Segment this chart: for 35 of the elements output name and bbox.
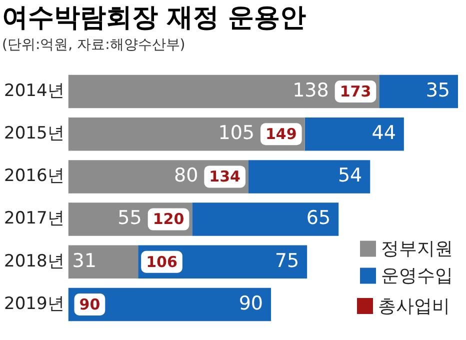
bar [379, 74, 458, 108]
data-label: 55 [118, 207, 142, 230]
total-label: 90 [238, 292, 264, 314]
data-label: 44 [372, 122, 396, 144]
bar [68, 288, 272, 322]
chart-subtitle: (단위:억원, 자료:해양수산부) [1, 36, 186, 55]
y-tick-label: 2015년 [4, 124, 64, 144]
data-label: 31 [72, 250, 96, 272]
data-label: 75 [274, 250, 300, 272]
bar [68, 74, 380, 108]
bar [192, 202, 339, 236]
bar [248, 160, 370, 194]
data-label: 105 [218, 122, 254, 144]
total-label: 134 [209, 168, 240, 186]
data-label: 138 [292, 79, 329, 102]
data-label: 35 [426, 79, 450, 102]
y-tick-label: 2018년 [4, 251, 64, 272]
data-label: 80 [174, 164, 198, 187]
legend-label: 정부지원 [381, 238, 453, 260]
total-label: 149 [265, 124, 297, 143]
y-tick-label: 2019년 [4, 294, 64, 314]
total-label: 106 [146, 252, 178, 271]
total-label: 173 [340, 82, 372, 100]
y-tick-label: 2017년 [4, 208, 64, 229]
y-tick-label: 2016년 [4, 166, 64, 186]
total-label: 120 [152, 210, 184, 228]
annotation: 총사업비 [378, 295, 450, 318]
legend-label: 운영수입 [381, 265, 453, 286]
bar [304, 117, 404, 151]
y-tick-label: 2014년 [4, 80, 64, 101]
data-label: 65 [306, 207, 331, 230]
bar [68, 245, 138, 279]
chart-title: 여수박람회장 재정 운용안 [1, 2, 308, 34]
data-label: 54 [338, 164, 362, 187]
data-label: 90 [79, 295, 100, 314]
